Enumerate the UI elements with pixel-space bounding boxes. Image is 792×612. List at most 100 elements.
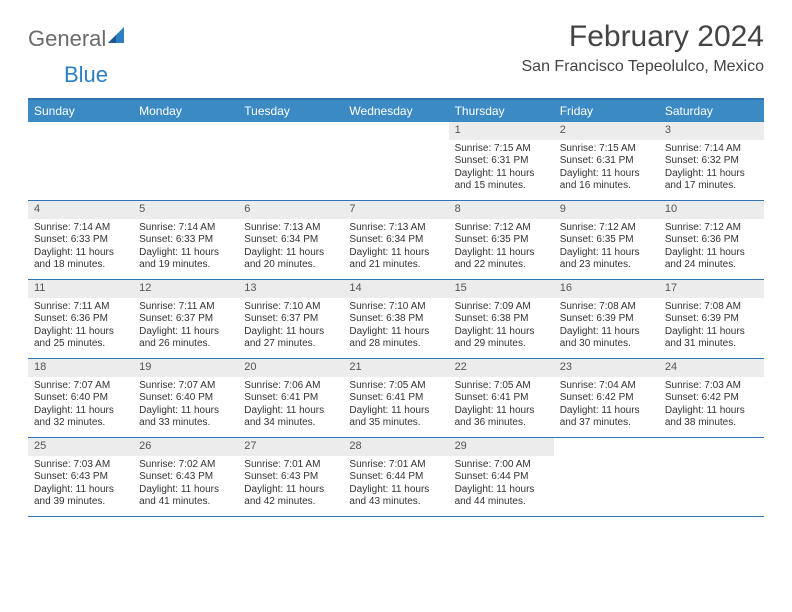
daylight: Daylight: 11 hours and 30 minutes. — [560, 326, 653, 351]
day-number: 15 — [449, 280, 554, 298]
day-details: Sunrise: 7:07 AMSunset: 6:40 PMDaylight:… — [133, 377, 238, 434]
day-number: 27 — [238, 438, 343, 456]
day-number: 3 — [659, 122, 764, 140]
day-cell — [28, 122, 133, 200]
sunrise: Sunrise: 7:03 AM — [34, 459, 127, 472]
day-details: Sunrise: 7:10 AMSunset: 6:38 PMDaylight:… — [343, 298, 448, 355]
day-cell: 7Sunrise: 7:13 AMSunset: 6:34 PMDaylight… — [343, 201, 448, 279]
day-number: 7 — [343, 201, 448, 219]
day-details: Sunrise: 7:05 AMSunset: 6:41 PMDaylight:… — [449, 377, 554, 434]
sunset: Sunset: 6:36 PM — [34, 313, 127, 326]
sunrise: Sunrise: 7:10 AM — [349, 301, 442, 314]
week-row: 1Sunrise: 7:15 AMSunset: 6:31 PMDaylight… — [28, 122, 764, 201]
day-cell — [238, 122, 343, 200]
sunrise: Sunrise: 7:14 AM — [139, 222, 232, 235]
sunset: Sunset: 6:39 PM — [665, 313, 758, 326]
day-details: Sunrise: 7:07 AMSunset: 6:40 PMDaylight:… — [28, 377, 133, 434]
day-header: Wednesday — [343, 100, 448, 122]
day-details: Sunrise: 7:03 AMSunset: 6:42 PMDaylight:… — [659, 377, 764, 434]
day-details: Sunrise: 7:15 AMSunset: 6:31 PMDaylight:… — [449, 140, 554, 197]
sunrise: Sunrise: 7:09 AM — [455, 301, 548, 314]
day-number: 29 — [449, 438, 554, 456]
day-details: Sunrise: 7:15 AMSunset: 6:31 PMDaylight:… — [554, 140, 659, 197]
daylight: Daylight: 11 hours and 43 minutes. — [349, 484, 442, 509]
day-cell: 26Sunrise: 7:02 AMSunset: 6:43 PMDayligh… — [133, 438, 238, 516]
week-row: 18Sunrise: 7:07 AMSunset: 6:40 PMDayligh… — [28, 359, 764, 438]
day-details: Sunrise: 7:11 AMSunset: 6:37 PMDaylight:… — [133, 298, 238, 355]
month-title: February 2024 — [522, 20, 765, 54]
day-cell: 6Sunrise: 7:13 AMSunset: 6:34 PMDaylight… — [238, 201, 343, 279]
day-cell: 24Sunrise: 7:03 AMSunset: 6:42 PMDayligh… — [659, 359, 764, 437]
logo-sail-icon — [106, 25, 128, 50]
sunrise: Sunrise: 7:15 AM — [560, 143, 653, 156]
sunrise: Sunrise: 7:07 AM — [139, 380, 232, 393]
day-header: Sunday — [28, 100, 133, 122]
logo: General — [28, 20, 130, 52]
day-number: 23 — [554, 359, 659, 377]
calendar: SundayMondayTuesdayWednesdayThursdayFrid… — [28, 98, 764, 517]
day-number: 19 — [133, 359, 238, 377]
day-cell: 22Sunrise: 7:05 AMSunset: 6:41 PMDayligh… — [449, 359, 554, 437]
day-header: Saturday — [659, 100, 764, 122]
day-details: Sunrise: 7:03 AMSunset: 6:43 PMDaylight:… — [28, 456, 133, 513]
daylight: Daylight: 11 hours and 44 minutes. — [455, 484, 548, 509]
day-details: Sunrise: 7:12 AMSunset: 6:35 PMDaylight:… — [449, 219, 554, 276]
day-number: 14 — [343, 280, 448, 298]
day-details: Sunrise: 7:05 AMSunset: 6:41 PMDaylight:… — [343, 377, 448, 434]
day-details: Sunrise: 7:10 AMSunset: 6:37 PMDaylight:… — [238, 298, 343, 355]
sunrise: Sunrise: 7:11 AM — [139, 301, 232, 314]
day-details: Sunrise: 7:11 AMSunset: 6:36 PMDaylight:… — [28, 298, 133, 355]
day-header: Tuesday — [238, 100, 343, 122]
day-cell — [133, 122, 238, 200]
daylight: Daylight: 11 hours and 34 minutes. — [244, 405, 337, 430]
sunrise: Sunrise: 7:14 AM — [34, 222, 127, 235]
sunrise: Sunrise: 7:05 AM — [349, 380, 442, 393]
sunset: Sunset: 6:36 PM — [665, 234, 758, 247]
day-number: 1 — [449, 122, 554, 140]
daylight: Daylight: 11 hours and 17 minutes. — [665, 168, 758, 193]
day-cell: 16Sunrise: 7:08 AMSunset: 6:39 PMDayligh… — [554, 280, 659, 358]
day-cell: 3Sunrise: 7:14 AMSunset: 6:32 PMDaylight… — [659, 122, 764, 200]
day-header-row: SundayMondayTuesdayWednesdayThursdayFrid… — [28, 100, 764, 122]
day-cell: 8Sunrise: 7:12 AMSunset: 6:35 PMDaylight… — [449, 201, 554, 279]
sunrise: Sunrise: 7:03 AM — [665, 380, 758, 393]
sunrise: Sunrise: 7:12 AM — [665, 222, 758, 235]
day-details: Sunrise: 7:01 AMSunset: 6:43 PMDaylight:… — [238, 456, 343, 513]
day-cell: 29Sunrise: 7:00 AMSunset: 6:44 PMDayligh… — [449, 438, 554, 516]
day-details: Sunrise: 7:12 AMSunset: 6:36 PMDaylight:… — [659, 219, 764, 276]
sunset: Sunset: 6:44 PM — [349, 471, 442, 484]
sunrise: Sunrise: 7:13 AM — [349, 222, 442, 235]
day-details: Sunrise: 7:06 AMSunset: 6:41 PMDaylight:… — [238, 377, 343, 434]
week-row: 11Sunrise: 7:11 AMSunset: 6:36 PMDayligh… — [28, 280, 764, 359]
sunset: Sunset: 6:38 PM — [349, 313, 442, 326]
day-number: 10 — [659, 201, 764, 219]
sunrise: Sunrise: 7:08 AM — [665, 301, 758, 314]
day-number: 20 — [238, 359, 343, 377]
sunrise: Sunrise: 7:01 AM — [349, 459, 442, 472]
day-number: 12 — [133, 280, 238, 298]
daylight: Daylight: 11 hours and 28 minutes. — [349, 326, 442, 351]
day-number: 24 — [659, 359, 764, 377]
day-number: 21 — [343, 359, 448, 377]
daylight: Daylight: 11 hours and 19 minutes. — [139, 247, 232, 272]
daylight: Daylight: 11 hours and 22 minutes. — [455, 247, 548, 272]
day-details: Sunrise: 7:14 AMSunset: 6:33 PMDaylight:… — [133, 219, 238, 276]
sunset: Sunset: 6:43 PM — [139, 471, 232, 484]
day-header: Monday — [133, 100, 238, 122]
day-details: Sunrise: 7:08 AMSunset: 6:39 PMDaylight:… — [554, 298, 659, 355]
sunrise: Sunrise: 7:12 AM — [455, 222, 548, 235]
daylight: Daylight: 11 hours and 21 minutes. — [349, 247, 442, 272]
sunset: Sunset: 6:37 PM — [244, 313, 337, 326]
daylight: Daylight: 11 hours and 39 minutes. — [34, 484, 127, 509]
day-cell: 1Sunrise: 7:15 AMSunset: 6:31 PMDaylight… — [449, 122, 554, 200]
daylight: Daylight: 11 hours and 33 minutes. — [139, 405, 232, 430]
day-number: 16 — [554, 280, 659, 298]
sunset: Sunset: 6:43 PM — [34, 471, 127, 484]
daylight: Daylight: 11 hours and 16 minutes. — [560, 168, 653, 193]
week-row: 25Sunrise: 7:03 AMSunset: 6:43 PMDayligh… — [28, 438, 764, 517]
sunset: Sunset: 6:32 PM — [665, 155, 758, 168]
day-cell: 11Sunrise: 7:11 AMSunset: 6:36 PMDayligh… — [28, 280, 133, 358]
day-cell: 21Sunrise: 7:05 AMSunset: 6:41 PMDayligh… — [343, 359, 448, 437]
sunset: Sunset: 6:39 PM — [560, 313, 653, 326]
day-cell: 19Sunrise: 7:07 AMSunset: 6:40 PMDayligh… — [133, 359, 238, 437]
